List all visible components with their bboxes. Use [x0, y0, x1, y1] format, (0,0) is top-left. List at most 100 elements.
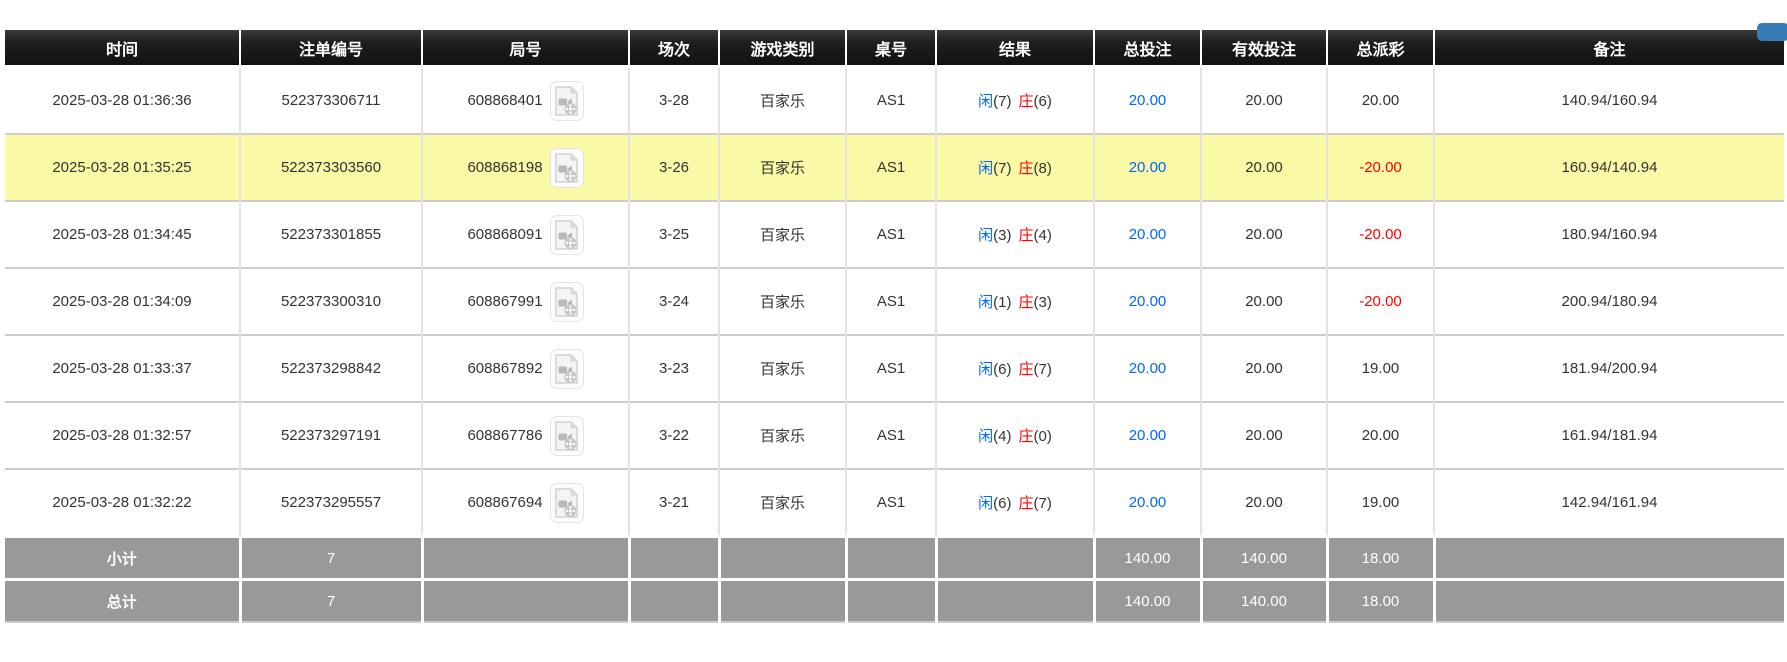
- video-replay-button[interactable]: [549, 80, 584, 121]
- video-replay-icon: [554, 286, 578, 317]
- grand-total-total-bet: 140.00: [1092, 578, 1201, 623]
- banker-score: (8): [1033, 160, 1052, 177]
- player-score: (6): [993, 361, 1012, 378]
- cell-session: 3-28: [628, 66, 719, 134]
- col-header-game-type: 游戏类别: [718, 30, 846, 68]
- video-replay-button[interactable]: [549, 214, 584, 255]
- player-score: (1): [993, 294, 1012, 311]
- cell-session: 3-25: [628, 200, 719, 268]
- cell-total-bet: 20.00: [1093, 66, 1201, 134]
- cell-total-bet: 20.00: [1093, 334, 1201, 402]
- video-replay-icon: [554, 420, 578, 451]
- cell-bet-id: 522373297191: [239, 401, 422, 469]
- cell-remark: 181.94/200.94: [1433, 334, 1784, 402]
- subtotal-count: 7: [238, 535, 422, 580]
- cell-session: 3-22: [628, 401, 719, 469]
- banker-score: (3): [1033, 294, 1052, 311]
- cell-valid-bet: 20.00: [1200, 133, 1327, 201]
- table-row[interactable]: 2025-03-28 01:32:57 522373297191 6088677…: [5, 401, 1784, 469]
- bet-records-table: 时间 注单编号 局号 场次 游戏类别 桌号 结果 总投注 有效投注 总派彩 备注…: [5, 30, 1784, 623]
- cell-time: 2025-03-28 01:32:57: [5, 401, 240, 469]
- cell-round-id: 608867892: [421, 334, 629, 402]
- cell-result: 闲(7) 庄(8): [935, 133, 1094, 201]
- table-row[interactable]: 2025-03-28 01:33:37 522373298842 6088678…: [5, 334, 1784, 402]
- cell-session: 3-23: [628, 334, 719, 402]
- cell-game-type: 百家乐: [718, 334, 846, 402]
- table-row[interactable]: 2025-03-28 01:35:25 522373303560 6088681…: [5, 133, 1784, 201]
- cell-total-bet: 20.00: [1093, 200, 1201, 268]
- banker-label: 庄: [1018, 361, 1034, 378]
- col-header-bet-id: 注单编号: [239, 30, 422, 68]
- cell-payout: 20.00: [1326, 66, 1434, 134]
- cell-round-id: 608867991: [421, 267, 629, 335]
- table-row[interactable]: 2025-03-28 01:32:22 522373295557 6088676…: [5, 468, 1784, 537]
- cell-table-id: AS1: [845, 133, 936, 201]
- banker-label: 庄: [1018, 294, 1034, 311]
- cell-bet-id: 522373298842: [239, 334, 422, 402]
- player-label: 闲: [978, 361, 994, 378]
- cell-remark: 200.94/180.94: [1433, 267, 1784, 335]
- banker-score: (4): [1033, 227, 1052, 244]
- cell-remark: 160.94/140.94: [1433, 133, 1784, 201]
- cell-game-type: 百家乐: [718, 267, 846, 335]
- video-replay-icon: [554, 152, 578, 183]
- banker-score: (0): [1033, 428, 1052, 445]
- cell-result: 闲(6) 庄(7): [935, 334, 1094, 402]
- cell-table-id: AS1: [845, 334, 936, 402]
- round-id-text: 608867991: [467, 293, 543, 310]
- col-header-round-id: 局号: [421, 30, 629, 68]
- cell-payout: -20.00: [1326, 133, 1434, 201]
- cell-game-type: 百家乐: [718, 200, 846, 268]
- player-score: (7): [993, 93, 1012, 110]
- cell-table-id: AS1: [845, 200, 936, 268]
- col-header-session: 场次: [628, 30, 719, 68]
- subtotal-remark: [1432, 535, 1784, 580]
- cell-bet-id: 522373301855: [239, 200, 422, 268]
- cell-game-type: 百家乐: [718, 468, 846, 537]
- table-row[interactable]: 2025-03-28 01:36:36 522373306711 6088684…: [5, 66, 1784, 134]
- cell-result: 闲(1) 庄(3): [935, 267, 1094, 335]
- cell-round-id: 608867786: [421, 401, 629, 469]
- video-replay-button[interactable]: [549, 147, 584, 188]
- player-score: (3): [993, 227, 1012, 244]
- round-id-text: 608867892: [467, 360, 543, 377]
- video-replay-icon: [554, 85, 578, 116]
- cell-round-id: 608868198: [421, 133, 629, 201]
- cell-game-type: 百家乐: [718, 133, 846, 201]
- cell-result: 闲(7) 庄(6): [935, 66, 1094, 134]
- corner-button[interactable]: [1757, 23, 1787, 41]
- cell-remark: 142.94/161.94: [1433, 468, 1784, 537]
- banker-score: (7): [1033, 495, 1052, 512]
- player-label: 闲: [978, 93, 994, 110]
- banker-score: (6): [1033, 93, 1052, 110]
- video-replay-button[interactable]: [549, 482, 584, 523]
- cell-game-type: 百家乐: [718, 401, 846, 469]
- video-replay-button[interactable]: [549, 348, 584, 389]
- video-replay-button[interactable]: [549, 281, 584, 322]
- cell-remark: 180.94/160.94: [1433, 200, 1784, 268]
- player-label: 闲: [978, 227, 994, 244]
- cell-payout: 20.00: [1326, 401, 1434, 469]
- cell-total-bet: 20.00: [1093, 468, 1201, 537]
- table-row[interactable]: 2025-03-28 01:34:09 522373300310 6088679…: [5, 267, 1784, 335]
- table-row[interactable]: 2025-03-28 01:34:45 522373301855 6088680…: [5, 200, 1784, 268]
- col-header-total-bet: 总投注: [1093, 30, 1201, 68]
- grand-total-payout: 18.00: [1325, 578, 1434, 623]
- cell-valid-bet: 20.00: [1200, 401, 1327, 469]
- player-label: 闲: [978, 294, 994, 311]
- cell-payout: -20.00: [1326, 200, 1434, 268]
- round-id-text: 608867786: [467, 427, 543, 444]
- cell-time: 2025-03-28 01:36:36: [5, 66, 240, 134]
- round-id-text: 608868091: [467, 226, 543, 243]
- cell-bet-id: 522373303560: [239, 133, 422, 201]
- cell-time: 2025-03-28 01:33:37: [5, 334, 240, 402]
- video-replay-button[interactable]: [549, 415, 584, 456]
- grand-total-count: 7: [238, 578, 422, 623]
- cell-valid-bet: 20.00: [1200, 200, 1327, 268]
- cell-game-type: 百家乐: [718, 66, 846, 134]
- cell-result: 闲(6) 庄(7): [935, 468, 1094, 537]
- video-replay-icon: [554, 219, 578, 250]
- col-header-table-id: 桌号: [845, 30, 936, 68]
- grand-total-remark: [1432, 578, 1784, 623]
- cell-remark: 140.94/160.94: [1433, 66, 1784, 134]
